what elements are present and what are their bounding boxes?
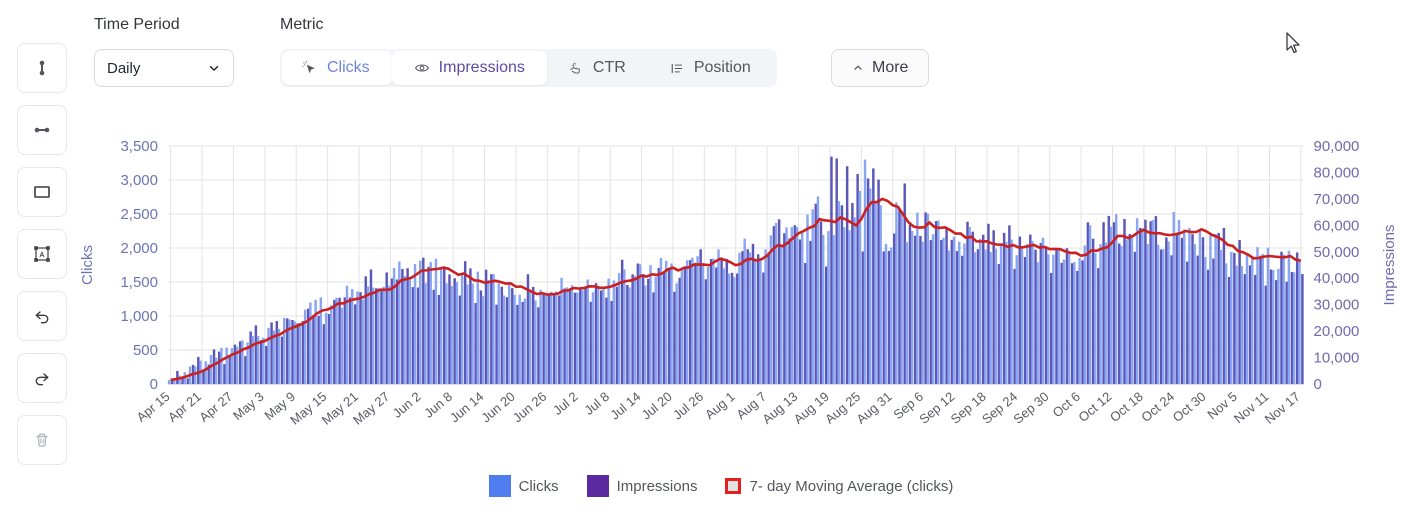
svg-text:30,000: 30,000 [1314, 297, 1360, 314]
svg-text:Aug 31: Aug 31 [853, 389, 894, 427]
svg-text:Jun 20: Jun 20 [478, 389, 518, 426]
svg-text:Oct 12: Oct 12 [1075, 389, 1114, 425]
svg-text:Impressions: Impressions [1381, 225, 1398, 306]
svg-text:Oct 24: Oct 24 [1138, 389, 1177, 425]
svg-text:60,000: 60,000 [1314, 217, 1360, 234]
svg-text:1,000: 1,000 [120, 308, 158, 325]
svg-text:Jul 8: Jul 8 [581, 389, 612, 418]
svg-text:0: 0 [150, 376, 158, 393]
svg-text:3,000: 3,000 [120, 172, 158, 189]
svg-text:90,000: 90,000 [1314, 138, 1360, 155]
svg-text:Jul 2: Jul 2 [550, 389, 581, 418]
svg-text:Jun 26: Jun 26 [510, 389, 550, 426]
svg-text:Clicks: Clicks [80, 245, 96, 285]
svg-text:40,000: 40,000 [1314, 270, 1360, 287]
svg-text:2,000: 2,000 [120, 240, 158, 257]
svg-text:A: A [40, 252, 45, 259]
svg-text:20,000: 20,000 [1314, 323, 1360, 340]
svg-text:May 3: May 3 [230, 389, 267, 423]
svg-text:Jul 26: Jul 26 [670, 389, 706, 423]
svg-text:500: 500 [133, 342, 158, 359]
svg-text:Oct 18: Oct 18 [1107, 389, 1146, 425]
svg-text:Apr 15: Apr 15 [134, 389, 173, 425]
svg-text:Oct 30: Oct 30 [1170, 389, 1209, 425]
svg-text:Nov 17: Nov 17 [1262, 389, 1303, 427]
svg-text:Jun 2: Jun 2 [390, 389, 424, 421]
svg-text:1,500: 1,500 [120, 274, 158, 291]
svg-text:80,000: 80,000 [1314, 164, 1360, 181]
svg-text:10,000: 10,000 [1314, 350, 1360, 367]
svg-text:Jun 14: Jun 14 [447, 389, 487, 426]
svg-text:Jul 14: Jul 14 [607, 389, 643, 423]
svg-text:Apr 21: Apr 21 [165, 389, 204, 425]
svg-text:50,000: 50,000 [1314, 244, 1360, 261]
svg-text:Apr 27: Apr 27 [196, 389, 235, 425]
svg-text:70,000: 70,000 [1314, 191, 1360, 208]
svg-text:Jul 20: Jul 20 [639, 389, 675, 423]
svg-text:0: 0 [1314, 376, 1322, 393]
svg-text:Aug 1: Aug 1 [702, 389, 738, 422]
svg-text:May 27: May 27 [350, 389, 392, 428]
svg-text:2,500: 2,500 [120, 206, 158, 223]
svg-text:3,500: 3,500 [120, 138, 158, 155]
svg-text:Sep 30: Sep 30 [1010, 389, 1051, 427]
